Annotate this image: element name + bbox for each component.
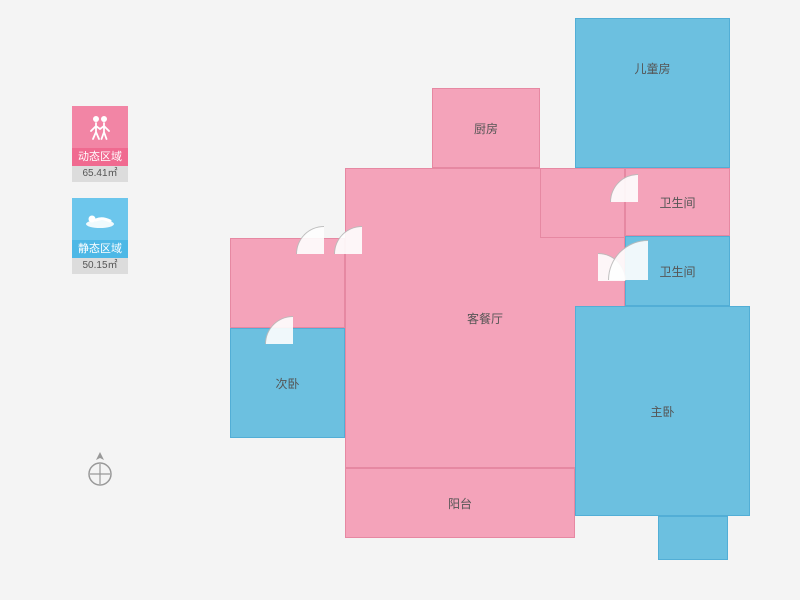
dynamic-zone-label: 动态区域 [72,148,128,166]
room-masterbed: 主卧 [575,306,750,516]
room-label-balcony: 阳台 [448,495,472,512]
room-balcony2 [658,516,728,560]
room-label-living: 客餐厅 [467,310,503,327]
static-zone-value: 50.15㎡ [72,258,128,274]
room-label-kitchen: 厨房 [474,120,498,137]
people-icon [85,114,115,140]
room-secondbed: 次卧 [230,328,345,438]
sleep-icon [84,209,116,229]
room-balcony: 阳台 [345,468,575,538]
room-label-bath1: 卫生间 [659,194,695,211]
compass-icon [85,450,115,490]
room-childroom: 儿童房 [575,18,730,168]
door-swing-0 [296,226,324,254]
room-label-secondbed: 次卧 [275,375,299,392]
dynamic-zone-icon-box [72,106,128,148]
static-zone-icon-box [72,198,128,240]
room-living_ext_top [540,168,625,238]
dynamic-zone-value: 65.41㎡ [72,166,128,182]
room-kitchen: 厨房 [432,88,540,168]
room-label-masterbed: 主卧 [650,403,674,420]
door-swing-1 [334,226,362,254]
room-living_ext_left [230,238,345,328]
floorplan: 儿童房厨房客餐厅卫生间卫生间次卧主卧阳台 [230,18,760,578]
room-label-bath2: 卫生间 [659,263,695,280]
room-label-childroom: 儿童房 [634,60,670,77]
room-bath1: 卫生间 [625,168,730,236]
legend-panel: 动态区域 65.41㎡ 静态区域 50.15㎡ [72,106,128,290]
static-zone-label: 静态区域 [72,240,128,258]
